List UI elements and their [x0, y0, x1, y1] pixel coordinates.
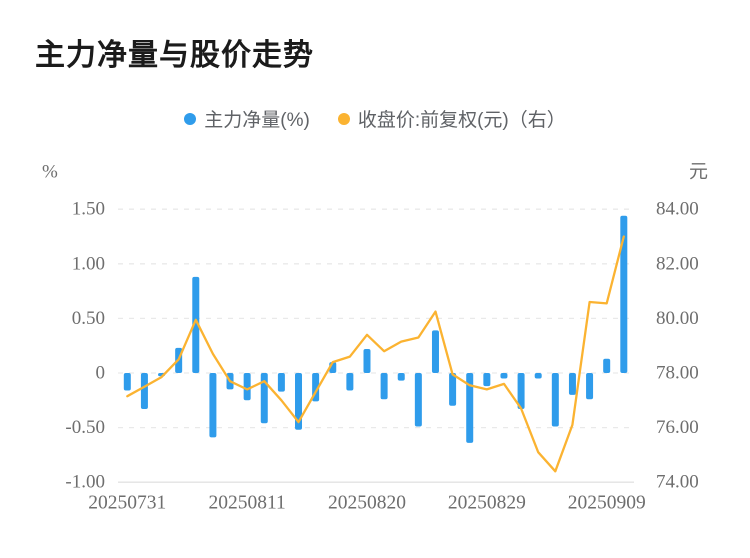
net-volume-bar — [209, 373, 217, 438]
legend-dot-yellow-icon — [337, 112, 350, 125]
net-volume-bar — [363, 348, 371, 373]
net-volume-bar — [568, 373, 576, 395]
net-volume-bar — [449, 373, 457, 406]
net-volume-bar — [466, 373, 474, 443]
legend-label: 收盘价:前复权(元)（右） — [357, 110, 566, 131]
right-axis-tick: 78.00 — [656, 363, 699, 384]
right-axis-tick: 80.00 — [656, 308, 699, 329]
net-volume-bar — [192, 276, 200, 373]
net-volume-bar — [277, 373, 285, 392]
left-axis-tick: -1.00 — [65, 472, 105, 493]
net-volume-bar — [534, 373, 542, 379]
legend-dot-blue-icon — [184, 112, 197, 125]
net-volume-bar — [243, 373, 251, 401]
legend-item-main-net-volume[interactable]: 主力净量(%) — [184, 105, 310, 132]
left-axis-tick: 0 — [96, 363, 106, 384]
net-volume-bar — [123, 373, 131, 391]
net-volume-bar — [346, 373, 354, 391]
x-axis-tick: 20250811 — [209, 493, 286, 514]
x-axis-tick: 20250829 — [448, 493, 526, 514]
net-volume-bar — [414, 373, 422, 427]
net-volume-bar — [260, 373, 268, 424]
net-volume-bar — [140, 373, 148, 410]
net-volume-bar — [397, 373, 405, 381]
net-volume-bar — [295, 373, 303, 430]
net-volume-bar — [603, 358, 611, 373]
left-axis-tick: -0.50 — [65, 417, 105, 438]
legend-label: 主力净量(%) — [204, 110, 310, 131]
right-axis-tick: 74.00 — [656, 472, 699, 493]
chart-canvas: 1.50 84.00 1.00 82.00 0.50 80.00 0 78.00 -0.50 76… — [42, 162, 708, 514]
net-volume-bar — [500, 373, 508, 379]
left-axis-tick: 0.50 — [72, 308, 105, 329]
left-axis-tick: 1.50 — [72, 199, 105, 220]
left-axis-tick: 1.00 — [72, 253, 105, 274]
chart-legend: 主力净量(%) 收盘价:前复权(元)（右） — [0, 105, 750, 132]
left-axis-unit: % — [42, 162, 58, 183]
net-volume-bar — [380, 373, 388, 400]
net-volume-bar — [483, 373, 491, 387]
price-line — [126, 235, 625, 473]
net-volume-bar — [551, 373, 559, 427]
net-volume-bar — [586, 373, 594, 400]
right-axis-unit: 元 — [689, 162, 708, 183]
net-volume-bar — [431, 330, 439, 373]
right-axis-tick: 82.00 — [656, 253, 699, 274]
x-axis-tick: 20250731 — [88, 493, 166, 514]
legend-item-close-price[interactable]: 收盘价:前复权(元)（右） — [337, 105, 566, 132]
x-axis-tick: 20250820 — [328, 493, 406, 514]
right-axis-tick: 76.00 — [656, 417, 699, 438]
net-volume-bar — [517, 373, 525, 410]
right-axis-tick: 84.00 — [656, 199, 699, 220]
combo-chart: 1.50 84.00 1.00 82.00 0.50 80.00 0 78.00 -0.50 76… — [0, 150, 750, 550]
net-volume-bar — [620, 215, 628, 373]
x-axis-tick: 20250909 — [568, 493, 646, 514]
page-title: 主力净量与股价走势 — [35, 39, 314, 72]
